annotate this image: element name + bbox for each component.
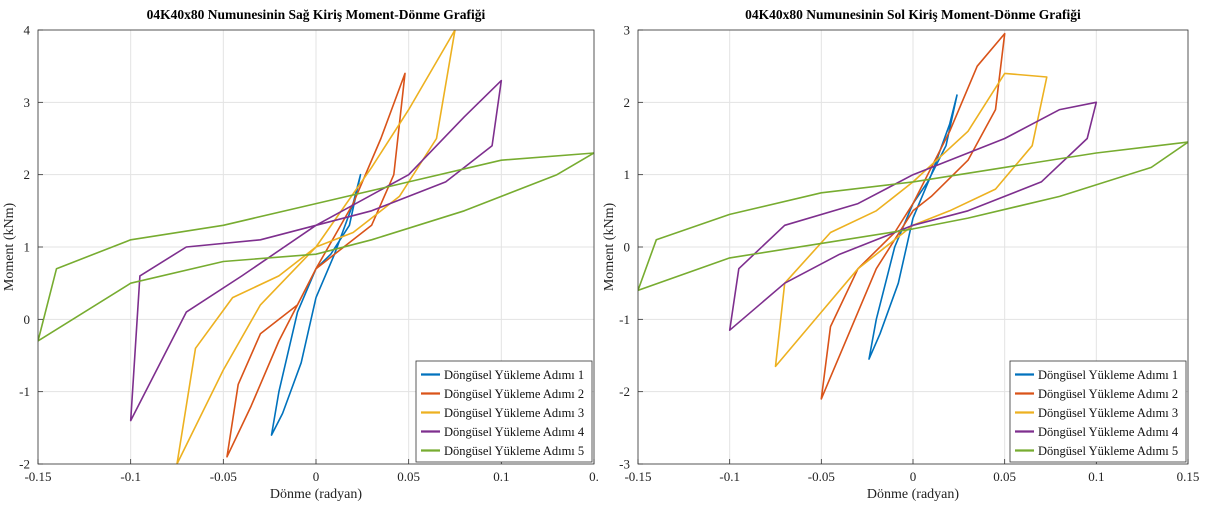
- legend-box: [1009, 360, 1187, 463]
- legend-entry-5: Döngüsel Yükleme Adımı 5: [444, 444, 584, 458]
- series-line-4: [728, 101, 1098, 332]
- chart-title-left-beam: 04K40x80 Numunesinin Sol Kiriş Moment-Dö…: [745, 7, 1081, 22]
- y-tick-label: 0: [24, 312, 31, 327]
- y-tick-label: 1: [24, 240, 31, 255]
- series-right-beam: [38, 30, 594, 464]
- legend-entry-1: Döngüsel Yükleme Adımı 1: [1038, 368, 1178, 382]
- legend-entry-3: Döngüsel Yükleme Adımı 3: [444, 406, 584, 420]
- series-line-2: [820, 32, 1006, 400]
- y-tick-label: 2: [24, 167, 31, 182]
- y-axis-label-right-beam: Moment (kNm): [2, 203, 17, 292]
- series-line-5: [38, 152, 594, 342]
- y-tick-label: -2: [19, 457, 30, 472]
- y-tick-label: 0: [624, 240, 631, 255]
- x-axis-label-left-beam: Dönme (radyan): [867, 487, 959, 502]
- y-tick-label: -1: [19, 384, 30, 399]
- legend-entry-3: Döngüsel Yükleme Adımı 3: [1038, 406, 1178, 420]
- series-line-5: [638, 141, 1188, 292]
- legend-entry-1: Döngüsel Yükleme Adımı 1: [444, 368, 584, 382]
- series-line-3: [774, 72, 1048, 368]
- x-tick-label: 0: [910, 469, 917, 484]
- legend-box: [415, 360, 593, 463]
- x-tick-label: -0.05: [808, 469, 835, 484]
- x-tick-label: 0.05: [993, 469, 1016, 484]
- y-tick-label: -2: [619, 384, 630, 399]
- x-tick-label: 0.1: [493, 469, 509, 484]
- y-axis-label-left-beam: Moment (kNm): [602, 203, 617, 292]
- series-line-4: [129, 79, 503, 422]
- series-line-2: [226, 72, 406, 458]
- legend-right-beam: Döngüsel Yükleme Adımı 1 Döngüsel Yükleme…: [415, 360, 593, 463]
- y-tick-label: 2: [624, 95, 631, 110]
- x-tick-label: 0.15: [1177, 469, 1200, 484]
- y-ticks-left-beam: -3 -2 -1 0 1 2 3: [619, 23, 643, 472]
- chart-right-beam: -0.15 -0.1 -0.05 0 0.05 0.1 0. -2 -1 0 1 2 3 4 04K40…: [2, 7, 599, 502]
- x-ticks-left-beam: -0.15 -0.1 -0.05 0 0.05 0.1 0.15: [624, 459, 1199, 484]
- y-tick-label: 4: [24, 23, 31, 38]
- x-tick-label: 0: [313, 469, 320, 484]
- x-tick-label: 0.: [589, 469, 599, 484]
- y-tick-label: 1: [624, 167, 631, 182]
- x-axis-label-right-beam: Dönme (radyan): [270, 487, 362, 502]
- x-tick-label: -0.1: [120, 469, 141, 484]
- chart-title-right-beam: 04K40x80 Numunesinin Sağ Kiriş Moment-Dö…: [147, 7, 486, 22]
- series-left-beam: [638, 32, 1188, 400]
- x-tick-label: 0.1: [1088, 469, 1104, 484]
- chart-left-beam: -0.15 -0.1 -0.05 0 0.05 0.1 0.15 -3 -2 -1 0 1 2 3 04…: [602, 7, 1199, 502]
- x-tick-label: -0.15: [624, 469, 651, 484]
- y-ticks-right-beam: -2 -1 0 1 2 3 4: [19, 23, 43, 472]
- x-tick-label: -0.05: [210, 469, 237, 484]
- legend-entry-2: Döngüsel Yükleme Adımı 2: [1038, 387, 1178, 401]
- legend-left-beam: Döngüsel Yükleme Adımı 1 Döngüsel Yükleme…: [1009, 360, 1187, 463]
- y-tick-label: -1: [619, 312, 630, 327]
- x-tick-label: -0.1: [719, 469, 740, 484]
- x-tick-label: -0.15: [24, 469, 51, 484]
- legend-entry-2: Döngüsel Yükleme Adımı 2: [444, 387, 584, 401]
- y-tick-label: -3: [619, 457, 630, 472]
- series-line-3: [176, 30, 456, 464]
- legend-entry-4: Döngüsel Yükleme Adımı 4: [1038, 425, 1179, 439]
- y-tick-label: 3: [624, 23, 631, 38]
- legend-entry-4: Döngüsel Yükleme Adımı 4: [444, 425, 585, 439]
- y-tick-label: 3: [24, 95, 31, 110]
- legend-entry-5: Döngüsel Yükleme Adımı 5: [1038, 444, 1178, 458]
- x-tick-label: 0.05: [397, 469, 420, 484]
- x-ticks-right-beam: -0.15 -0.1 -0.05 0 0.05 0.1 0.: [24, 459, 599, 484]
